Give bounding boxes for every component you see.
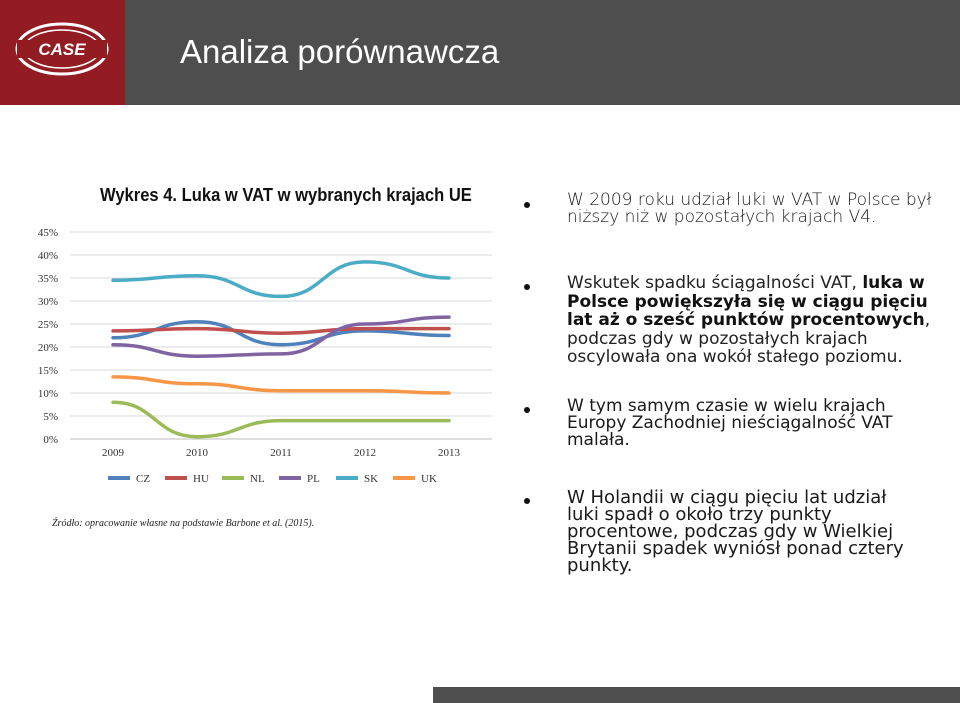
legend-label: UK [421, 473, 437, 485]
bullet-bold-text: luka w Polsce powiększyła się w ciągu pi… [567, 273, 928, 330]
bullet-text-line: punkty. [567, 554, 633, 576]
bullet-item: W Holandii w ciągu pięciu lat udział luk… [524, 486, 944, 576]
y-tick-label: 25% [38, 319, 58, 331]
page-title: Analiza porównawcza [180, 33, 500, 70]
bullet-text: W tym samym czasie w wielu krajach Europ… [567, 395, 893, 450]
series-line-nl [111, 400, 451, 439]
x-tick-label: 2012 [354, 447, 376, 459]
y-tick-label: 35% [38, 273, 58, 285]
bullet-item: W 2009 roku udział luki w VAT w Polsce b… [524, 192, 944, 226]
series-line-sk [111, 260, 451, 299]
line-chart: 0% 5% 10% 15% 20% 25% 30% 35% 40% 45% 2009 2010 201… [38, 227, 492, 485]
y-tick-label: 15% [38, 365, 58, 377]
bullet-dot-icon [524, 497, 530, 504]
logo-text: CASE [38, 40, 86, 59]
legend-label: PL [307, 473, 320, 485]
case-logo-icon: CASE [15, 22, 109, 76]
y-tick-label: 20% [38, 342, 58, 354]
bullet-dot-icon [524, 406, 530, 413]
series-line-hu [111, 326, 451, 335]
y-tick-label: 0% [43, 434, 58, 446]
series-line-cz [111, 319, 451, 347]
y-tick-label: 45% [38, 227, 58, 239]
y-tick-label: 5% [43, 411, 58, 423]
x-tick-label: 2011 [270, 447, 292, 459]
legend-label: CZ [136, 473, 150, 485]
chart-title: Wykres 4. Luka w VAT w wybranych krajach… [100, 185, 472, 205]
bullet-text-line: Brytanii spadek wyniósł ponad cztery [567, 537, 904, 559]
y-tick-label: 40% [38, 250, 58, 262]
source-note: Źródło: opracowanie własne na podstawie … [52, 518, 315, 529]
x-tick-label: 2010 [186, 447, 209, 459]
bullet-item: W tym samym czasie w wielu krajach Europ… [524, 395, 944, 450]
bullet-text-line: luki spadł o około trzy punkty [567, 503, 832, 525]
logo: CASE [0, 0, 125, 105]
y-tick-label: 30% [38, 296, 58, 308]
bullet-text: W 2009 roku udział luki w VAT w Polsce b… [567, 190, 932, 227]
bullet-text-line: W Holandii w ciągu pięciu lat udział [567, 486, 887, 508]
legend-label: NL [250, 473, 265, 485]
bullet-text-line: procentowe, podczas gdy w Wielkiej [567, 520, 894, 542]
bullet-dot-icon [524, 284, 530, 290]
bullet-text: Wskutek spadku ściągalności VAT, [567, 273, 863, 293]
legend-label: SK [364, 473, 378, 485]
footer-bar [433, 687, 960, 703]
y-tick-label: 10% [38, 388, 58, 400]
x-tick-label: 2009 [102, 447, 125, 459]
x-tick-label: 2013 [438, 447, 461, 459]
legend-label: HU [193, 473, 209, 485]
bullet-text: , podczas gdy w pozostałych krajach oscy… [567, 310, 931, 367]
bullet-list: W 2009 roku udział luki w VAT w Polsce b… [524, 192, 944, 574]
series-line-uk [111, 375, 451, 395]
header-bar: CASE Analiza porównawcza [0, 0, 960, 105]
series-line-pl [111, 315, 451, 358]
bullet-dot-icon [524, 202, 530, 208]
bullet-item: Wskutek spadku ściągalności VAT, luka w … [524, 274, 944, 367]
